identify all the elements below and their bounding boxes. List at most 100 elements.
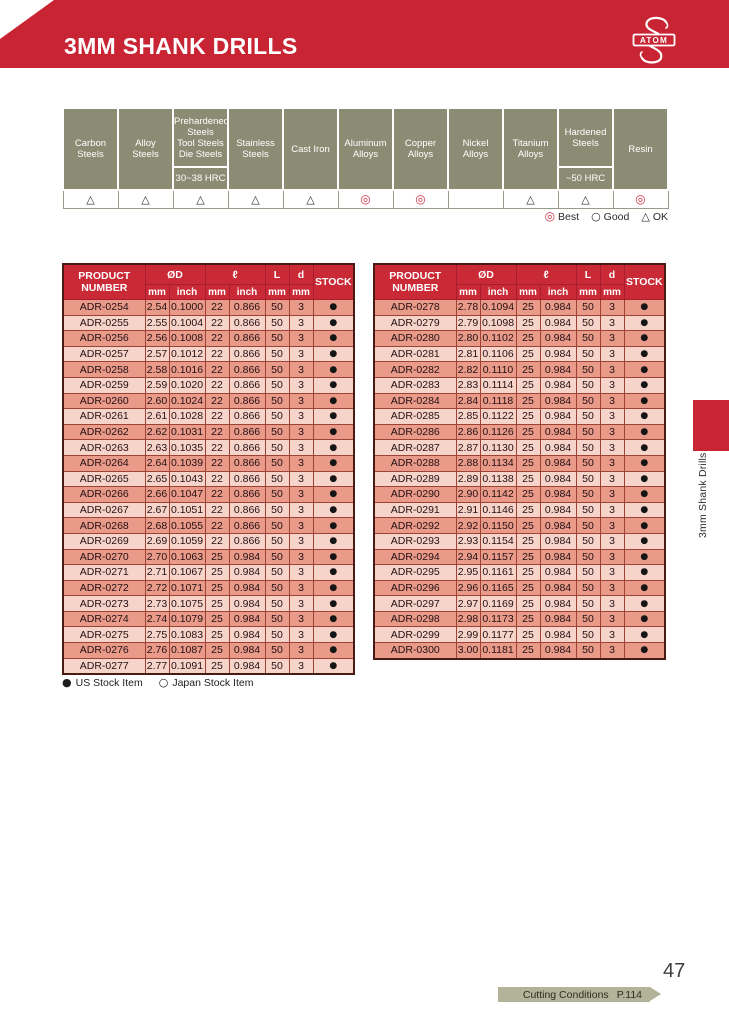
cell-value: 0.1047 <box>168 486 206 503</box>
atom-logo-text: ATOM <box>640 36 668 45</box>
cell-value: 3 <box>288 501 314 519</box>
cell-product-number: ADR-0273 <box>62 595 146 612</box>
cell-value: 0.866 <box>228 345 266 363</box>
table-row: ADR-0272 2.72 0.1071 25 0.984 50 3 ● <box>62 579 355 597</box>
cell-value: 2.60 <box>144 392 170 410</box>
cell-value: 2.57 <box>144 345 170 363</box>
cell-stock: ● <box>623 439 666 456</box>
cell-value: 3 <box>288 345 314 363</box>
cell-value: 50 <box>264 579 290 597</box>
cell-value: 2.93 <box>455 532 481 550</box>
table-row: ADR-0297 2.97 0.1169 25 0.984 50 3 ● <box>373 595 666 612</box>
cell-value: 25 <box>515 454 541 472</box>
stock-legend-label: US Stock Item <box>75 677 143 689</box>
table-row: ADR-0254 2.54 0.1000 22 0.866 50 3 ● <box>62 299 355 316</box>
cell-value: 50 <box>264 299 290 316</box>
cell-value: 22 <box>204 470 230 488</box>
cell-value: 22 <box>204 408 230 425</box>
cell-stock: ● <box>312 501 355 519</box>
cell-value: 2.86 <box>455 423 481 441</box>
cell-value: 0.1071 <box>168 579 206 597</box>
stock-legend-item: ○ Japan Stock Item <box>159 676 254 689</box>
cell-stock: ● <box>312 330 355 347</box>
material-column-header: Copper Alloys <box>392 107 449 191</box>
cell-value: 0.984 <box>539 548 577 566</box>
cell-product-number: ADR-0280 <box>373 330 457 347</box>
cell-value: 2.75 <box>144 626 170 644</box>
cell-value: 0.984 <box>539 361 577 378</box>
cell-value: 50 <box>575 314 601 332</box>
cell-stock: ● <box>312 392 355 410</box>
cell-stock: ● <box>623 532 666 550</box>
cell-value: 22 <box>204 376 230 394</box>
cell-value: 0.984 <box>539 454 577 472</box>
cell-value: 2.59 <box>144 376 170 394</box>
col-header-unit: mm <box>288 284 314 300</box>
cell-product-number: ADR-0269 <box>62 532 146 550</box>
cell-value: 22 <box>204 439 230 456</box>
table-row: ADR-0256 2.56 0.1008 22 0.866 50 3 ● <box>62 330 355 347</box>
cell-value: 50 <box>575 532 601 550</box>
cell-product-number: ADR-0261 <box>62 408 146 425</box>
cell-product-number: ADR-0284 <box>373 392 457 410</box>
cell-value: 0.1079 <box>168 610 206 628</box>
cell-value: 22 <box>204 454 230 472</box>
cell-value: 50 <box>264 548 290 566</box>
cell-value: 3 <box>288 579 314 597</box>
cell-value: 0.1134 <box>479 454 517 472</box>
cell-stock: ● <box>312 532 355 550</box>
col-header-stock: STOCK <box>312 263 355 300</box>
cell-stock: ● <box>623 408 666 425</box>
cell-value: 50 <box>575 392 601 410</box>
cell-value: 0.866 <box>228 361 266 378</box>
cell-value: 25 <box>515 517 541 534</box>
col-header-unit: mm <box>515 284 541 300</box>
cell-product-number: ADR-0293 <box>373 532 457 550</box>
cell-value: 0.866 <box>228 470 266 488</box>
material-rating-ok-icon: △ <box>227 189 284 209</box>
cell-product-number: ADR-0263 <box>62 439 146 456</box>
cell-value: 3 <box>599 361 625 378</box>
cell-product-number: ADR-0272 <box>62 579 146 597</box>
cell-product-number: ADR-0267 <box>62 501 146 519</box>
cell-value: 0.984 <box>539 314 577 332</box>
cell-value: 3 <box>288 564 314 581</box>
col-header-diameter: ØD <box>455 263 517 285</box>
cell-value: 0.984 <box>539 626 577 644</box>
cell-value: 2.70 <box>144 548 170 566</box>
cell-value: 0.1130 <box>479 439 517 456</box>
cell-value: 0.866 <box>228 376 266 394</box>
cell-value: 2.66 <box>144 486 170 503</box>
cell-value: 50 <box>575 626 601 644</box>
cell-value: 50 <box>264 439 290 456</box>
table-row: ADR-0288 2.88 0.1134 25 0.984 50 3 ● <box>373 454 666 472</box>
cell-value: 0.866 <box>228 330 266 347</box>
cell-value: 0.1157 <box>479 548 517 566</box>
cell-value: 25 <box>515 423 541 441</box>
cell-value: 3 <box>599 532 625 550</box>
col-header-overall-length: L <box>264 263 290 285</box>
table-row: ADR-0294 2.94 0.1157 25 0.984 50 3 ● <box>373 548 666 566</box>
table-row: ADR-0286 2.86 0.1126 25 0.984 50 3 ● <box>373 423 666 441</box>
cell-value: 0.1004 <box>168 314 206 332</box>
cell-stock: ● <box>623 454 666 472</box>
cell-product-number: ADR-0254 <box>62 299 146 316</box>
cell-value: 25 <box>204 595 230 612</box>
rating-legend-label: OK <box>652 210 668 223</box>
cell-value: 0.984 <box>228 579 266 597</box>
cell-value: 22 <box>204 314 230 332</box>
cell-product-number: ADR-0294 <box>373 548 457 566</box>
cell-value: 3 <box>288 423 314 441</box>
cell-product-number: ADR-0265 <box>62 470 146 488</box>
table-row: ADR-0290 2.90 0.1142 25 0.984 50 3 ● <box>373 486 666 503</box>
cell-value: 0.984 <box>539 532 577 550</box>
col-header-product-number: PRODUCT NUMBER <box>62 263 146 300</box>
cell-value: 50 <box>264 486 290 503</box>
cell-value: 2.63 <box>144 439 170 456</box>
cell-stock: ● <box>312 579 355 597</box>
cell-value: 0.984 <box>539 330 577 347</box>
cell-value: 25 <box>204 564 230 581</box>
cell-value: 25 <box>515 610 541 628</box>
cell-value: 3.00 <box>455 642 481 660</box>
